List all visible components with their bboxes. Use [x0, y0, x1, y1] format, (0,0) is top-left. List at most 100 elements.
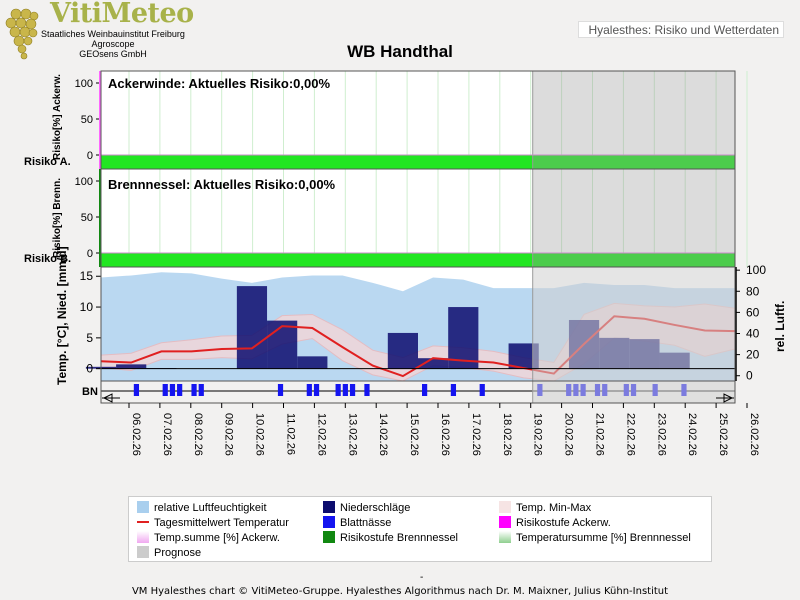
legend-item: relative Luftfeuchtigkeit [137, 501, 267, 515]
date-label: 14.02.26 [377, 413, 389, 456]
leafwet-mark [364, 384, 370, 396]
logo-line-institute: Staatliches Weinbauinstitut Freiburg [41, 29, 185, 39]
date-label: 23.02.26 [655, 413, 667, 456]
date-label: 24.02.26 [686, 413, 698, 456]
precip-bar [418, 358, 449, 369]
brennnessel-risk-label: Risiko B. [24, 253, 71, 265]
legend-label: Temp.summe [%] Ackerw. [154, 532, 280, 544]
weather-right-tick-label: 20 [746, 348, 760, 362]
weather-right-tick-label: 60 [746, 305, 760, 319]
date-label: 10.02.26 [254, 413, 266, 456]
legend-item: Niederschläge [323, 501, 410, 515]
ackerwinde-label: Ackerwinde: Aktuelles Risiko:0,00% [108, 76, 330, 91]
weather-right-tick-label: 0 [746, 369, 753, 383]
date-label: 20.02.26 [563, 413, 575, 456]
date-label: 16.02.26 [439, 413, 451, 456]
bn-label: BN [82, 386, 98, 398]
logo-line-agroscope: Agroscope [91, 39, 135, 49]
legend-item: Risikostufe Brennnessel [323, 531, 458, 545]
weather-left-axis-label: Temp. [°C], Nied. [mm/d] [55, 246, 69, 385]
legend-label: Risikostufe Ackerw. [516, 517, 611, 529]
weather-left-tick-label: 0 [86, 362, 93, 376]
legend-swatch [323, 501, 335, 513]
leafwet-mark [313, 384, 320, 396]
weather-left-tick-label: 10 [80, 300, 94, 314]
risk-tick-label: 0 [87, 150, 93, 162]
leafwet-mark [422, 384, 428, 396]
legend-item: Prognose [137, 546, 201, 560]
legend-item: Risikostufe Ackerw. [499, 516, 611, 530]
precip-bar [236, 286, 268, 369]
legend-item: Temp. Min-Max [499, 501, 591, 515]
leafwet-mark [479, 384, 485, 396]
weather-right-tick-label: 80 [746, 284, 760, 298]
legend-item: Blattnässe [323, 516, 391, 530]
date-label: 15.02.26 [408, 413, 420, 456]
legend-swatch [137, 501, 149, 513]
vitimeteo-logo: VitiMeteo Staatliches Weinbauinstitut Fr… [0, 0, 194, 62]
risk-tick-label: 50 [81, 114, 93, 126]
precip-bar [116, 364, 147, 369]
grape-icon [5, 8, 39, 60]
legend-label: Tagesmittelwert Temperatur [154, 517, 289, 529]
date-label: 07.02.26 [161, 413, 173, 456]
legend-swatch [137, 531, 149, 543]
weather-right-tick-label: 100 [746, 263, 766, 277]
leafwet-mark [169, 384, 176, 396]
leafwet-border [100, 380, 736, 404]
weather-left-tick-label: 15 [80, 269, 94, 283]
scroll-left-icon[interactable] [102, 393, 120, 403]
legend-swatch [137, 521, 149, 523]
legend-item: Temp.summe [%] Ackerw. [137, 531, 280, 545]
precip-bar [267, 320, 298, 369]
legend-label: Temp. Min-Max [516, 502, 592, 514]
date-label: 19.02.26 [532, 413, 544, 456]
risk-tick-label: 50 [81, 212, 93, 224]
scroll-right-icon[interactable] [716, 393, 734, 403]
brennnessel-axis-label: Risiko[%] Brenn. [52, 178, 63, 258]
prognose-area-weather [532, 267, 735, 381]
ackerwinde-axis-label: Risiko[%] Ackerw. [52, 74, 63, 160]
precip-bar [387, 332, 418, 369]
date-label: 11.02.26 [285, 413, 297, 455]
date-label: 17.02.26 [470, 413, 482, 456]
date-label: 25.02.26 [717, 413, 729, 456]
date-label: 09.02.26 [223, 413, 235, 456]
chart-title: WB Handthal [347, 42, 453, 61]
legend-label: Blattnässe [340, 517, 392, 529]
date-label: 08.02.26 [192, 413, 204, 456]
date-label: 18.02.26 [501, 413, 513, 456]
precip-bar [448, 307, 479, 369]
leafwet-mark [450, 384, 457, 396]
leafwet-mark [342, 384, 348, 396]
subtitle-box: Hyalesthes: Risiko und Wetterdaten [578, 21, 784, 38]
date-label: 26.02.26 [748, 413, 760, 456]
ackerwinde-plot-bg [101, 71, 735, 169]
ackerwinde-risk-label: Risiko A. [24, 156, 71, 168]
leafwet-mark [198, 384, 204, 396]
logo-line-geosens: GEOsens GmbH [79, 49, 147, 59]
risk-tick-label: 0 [87, 248, 93, 260]
risk-level-bar [101, 155, 735, 169]
risk-tick-label: 100 [75, 78, 93, 90]
legend-item: Tagesmittelwert Temperatur [137, 516, 289, 530]
legend-swatch [137, 546, 149, 558]
date-label: 12.02.26 [315, 413, 327, 456]
prognose-area-leafwet [532, 381, 735, 403]
legend-swatch [499, 501, 511, 513]
legend-label: Temperatursumme [%] Brennnessel [516, 532, 691, 544]
legend-label: relative Luftfeuchtigkeit [154, 502, 267, 514]
date-label: 06.02.26 [130, 413, 142, 456]
leafwet-mark [133, 384, 140, 396]
logo-text: VitiMeteo [50, 0, 194, 29]
leafwet-mark [191, 384, 197, 396]
brennnessel-plot-bg [101, 169, 735, 267]
legend-swatch [499, 531, 511, 543]
risk-tick-label: 100 [75, 176, 93, 188]
legend-swatch [323, 516, 335, 528]
leafwet-mark [306, 384, 312, 396]
legend-label: Prognose [154, 547, 202, 559]
leafwet-mark [335, 384, 341, 396]
footer-credit: VM Hyalesthes chart © VitiMeteo-Gruppe. … [131, 586, 669, 597]
leafwet-mark [162, 384, 168, 396]
